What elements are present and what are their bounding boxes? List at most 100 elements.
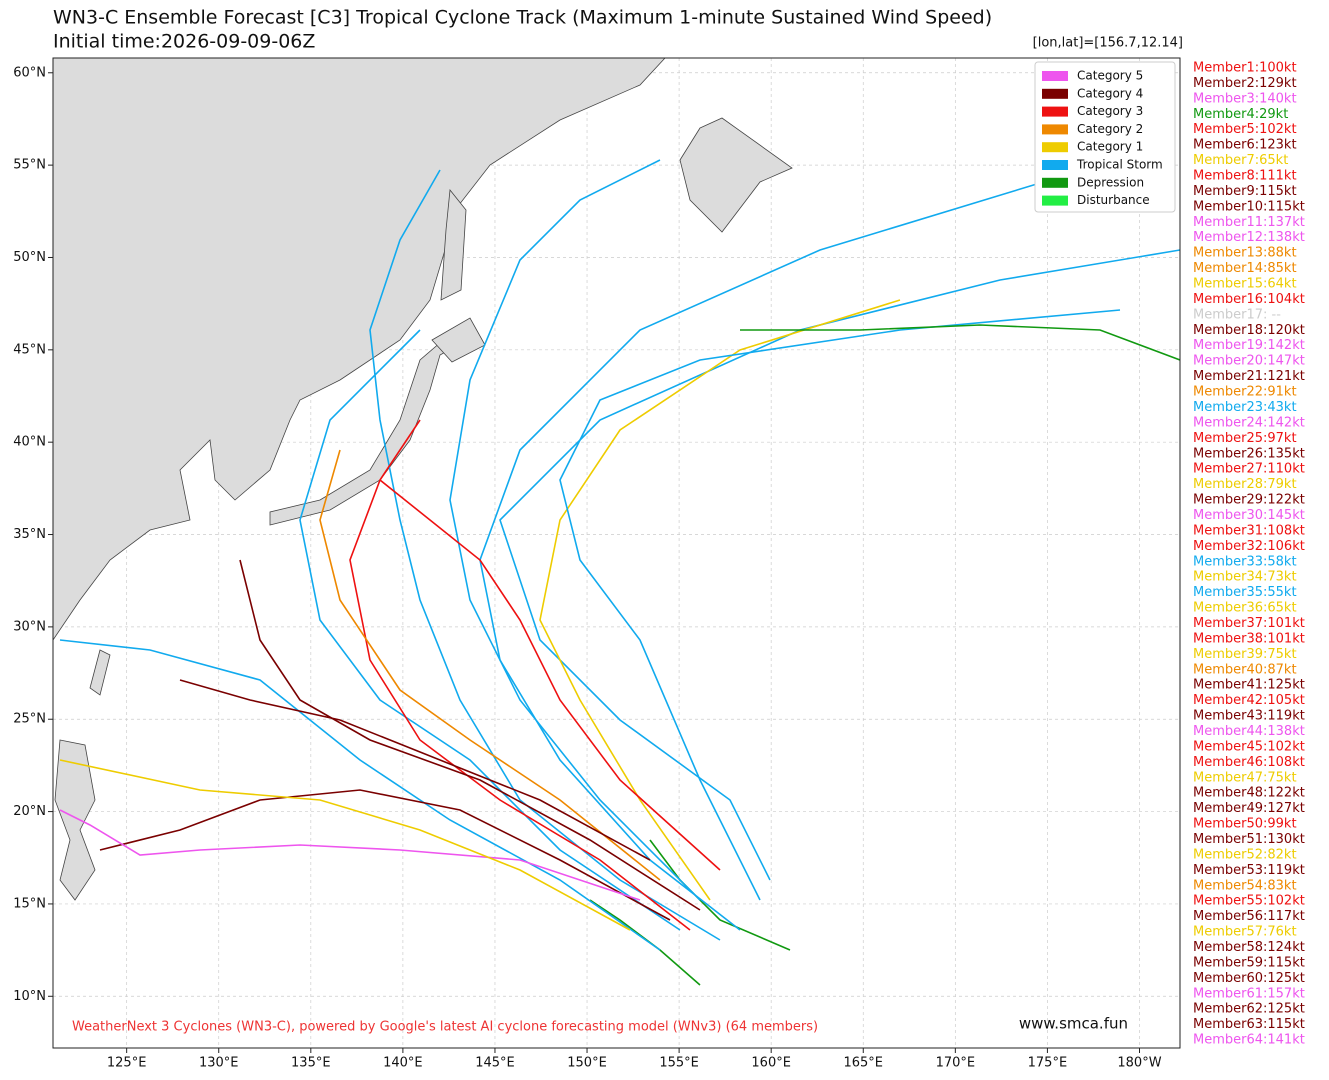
y-tick-label: 30°N [13, 619, 46, 634]
member-label: Member18:120kt [1193, 323, 1305, 338]
legend-swatch [1042, 142, 1068, 153]
member-label: Member27:110kt [1193, 462, 1305, 477]
legend-box [1034, 61, 1176, 213]
website: www.smca.fun [1019, 1015, 1128, 1033]
member-label: Member43:119kt [1193, 709, 1305, 724]
member-label: Member32:106kt [1193, 539, 1305, 554]
member-label: Member51:130kt [1193, 832, 1305, 847]
member-label: Member19:142kt [1193, 338, 1305, 353]
member-label: Member7:65kt [1193, 153, 1288, 168]
member-label: Member29:122kt [1193, 493, 1305, 508]
member-label: Member59:115kt [1193, 955, 1305, 970]
member-label: Member35:55kt [1193, 585, 1297, 600]
subtitle: Initial time:2026-09-09-06Z [53, 31, 315, 53]
member-label: Member21:121kt [1193, 369, 1305, 384]
legend-label: Category 3 [1077, 104, 1143, 118]
member-label: Member30:145kt [1193, 508, 1305, 523]
legend-label: Tropical Storm [1076, 158, 1163, 172]
member-label: Member15:64kt [1193, 277, 1297, 292]
member-label: Member60:125kt [1193, 971, 1305, 986]
member-label: Member4:29kt [1193, 107, 1288, 122]
location: [lon,lat]=[156.7,12.14] [1033, 36, 1183, 51]
member-label: Member20:147kt [1193, 354, 1305, 369]
y-tick-label: 10°N [13, 989, 46, 1004]
y-tick-label: 20°N [13, 804, 46, 819]
x-tick-label: 180°W [1117, 1056, 1161, 1071]
x-tick-label: 175°E [1028, 1056, 1068, 1071]
legend-swatch [1042, 195, 1068, 206]
member-label: Member1:100kt [1193, 61, 1297, 76]
member-label: Member58:124kt [1193, 940, 1305, 955]
y-tick-label: 55°N [13, 158, 46, 173]
member-label: Member3:140kt [1193, 91, 1297, 106]
x-tick-label: 155°E [659, 1056, 699, 1071]
y-tick-label: 25°N [13, 712, 46, 727]
land [53, 58, 793, 901]
y-tick-label: 15°N [13, 896, 46, 911]
member-label: Member25:97kt [1193, 431, 1297, 446]
member-label: Member62:125kt [1193, 1002, 1305, 1017]
member-label: Member13:88kt [1193, 246, 1297, 261]
member-label: Member14:85kt [1193, 261, 1297, 276]
legend-label: Category 5 [1077, 69, 1143, 83]
legend-label: Category 1 [1077, 140, 1143, 154]
member-label: Member50:99kt [1193, 817, 1297, 832]
member-label: Member39:75kt [1193, 647, 1297, 662]
x-tick-label: 165°E [843, 1056, 883, 1071]
member-label: Member28:79kt [1193, 477, 1297, 492]
member-label: Member9:115kt [1193, 184, 1297, 199]
legend-swatch [1042, 71, 1068, 81]
member-label: Member64:141kt [1193, 1033, 1305, 1048]
member-label: Member31:108kt [1193, 523, 1305, 538]
plot-frame [52, 57, 1181, 1049]
x-tick-label: 135°E [291, 1056, 331, 1071]
legend-label: Depression [1077, 175, 1144, 189]
member-label: Member42:105kt [1193, 693, 1305, 708]
member-label: Member36:65kt [1193, 601, 1297, 616]
member-label: Member44:138kt [1193, 724, 1305, 739]
y-tick-label: 45°N [13, 342, 46, 357]
member-label: Member57:76kt [1193, 925, 1297, 940]
member-label: Member61:157kt [1193, 986, 1305, 1001]
member-label: Member55:102kt [1193, 894, 1305, 909]
legend-swatch [1042, 160, 1068, 170]
member-label: Member54:83kt [1193, 878, 1297, 893]
y-tick-label: 40°N [13, 435, 46, 450]
member-label: Member2:129kt [1193, 76, 1297, 91]
member-label: Member11:137kt [1193, 215, 1305, 230]
legend-swatch [1042, 124, 1068, 135]
tracks [59, 159, 1180, 986]
x-tick-label: 160°E [751, 1056, 791, 1071]
y-tick-label: 35°N [13, 527, 46, 542]
legend-label: Disturbance [1077, 193, 1150, 207]
x-tick-label: 140°E [383, 1056, 423, 1071]
legend-swatch [1042, 106, 1068, 117]
member-label: Member16:104kt [1193, 292, 1305, 307]
footer: WeatherNext 3 Cyclones (WN3-C), powered … [72, 1020, 818, 1035]
member-label: Member38:101kt [1193, 631, 1305, 646]
member-label: Member10:115kt [1193, 199, 1305, 214]
member-label: Member52:82kt [1193, 847, 1297, 862]
x-tick-label: 170°E [936, 1056, 976, 1071]
member-label: Member17: -- [1193, 307, 1281, 322]
x-tick-label: 130°E [199, 1056, 239, 1071]
member-label: Member22:91kt [1193, 385, 1297, 400]
member-label: Member63:115kt [1193, 1017, 1305, 1032]
y-tick-label: 60°N [13, 65, 46, 80]
member-label: Member5:102kt [1193, 122, 1297, 137]
member-label: Member46:108kt [1193, 755, 1305, 770]
member-label: Member26:135kt [1193, 446, 1305, 461]
member-label: Member6:123kt [1193, 138, 1297, 153]
member-label: Member47:75kt [1193, 770, 1297, 785]
member-label: Member41:125kt [1193, 678, 1305, 693]
member-label: Member12:138kt [1193, 230, 1305, 245]
member-label: Member49:127kt [1193, 801, 1305, 816]
x-tick-label: 145°E [475, 1056, 515, 1071]
y-tick-label: 50°N [13, 250, 46, 265]
x-tick-label: 150°E [567, 1056, 607, 1071]
member-label: Member24:142kt [1193, 415, 1305, 430]
member-label: Member56:117kt [1193, 909, 1305, 924]
member-label: Member8:111kt [1193, 169, 1297, 184]
member-label: Member45:102kt [1193, 739, 1305, 754]
